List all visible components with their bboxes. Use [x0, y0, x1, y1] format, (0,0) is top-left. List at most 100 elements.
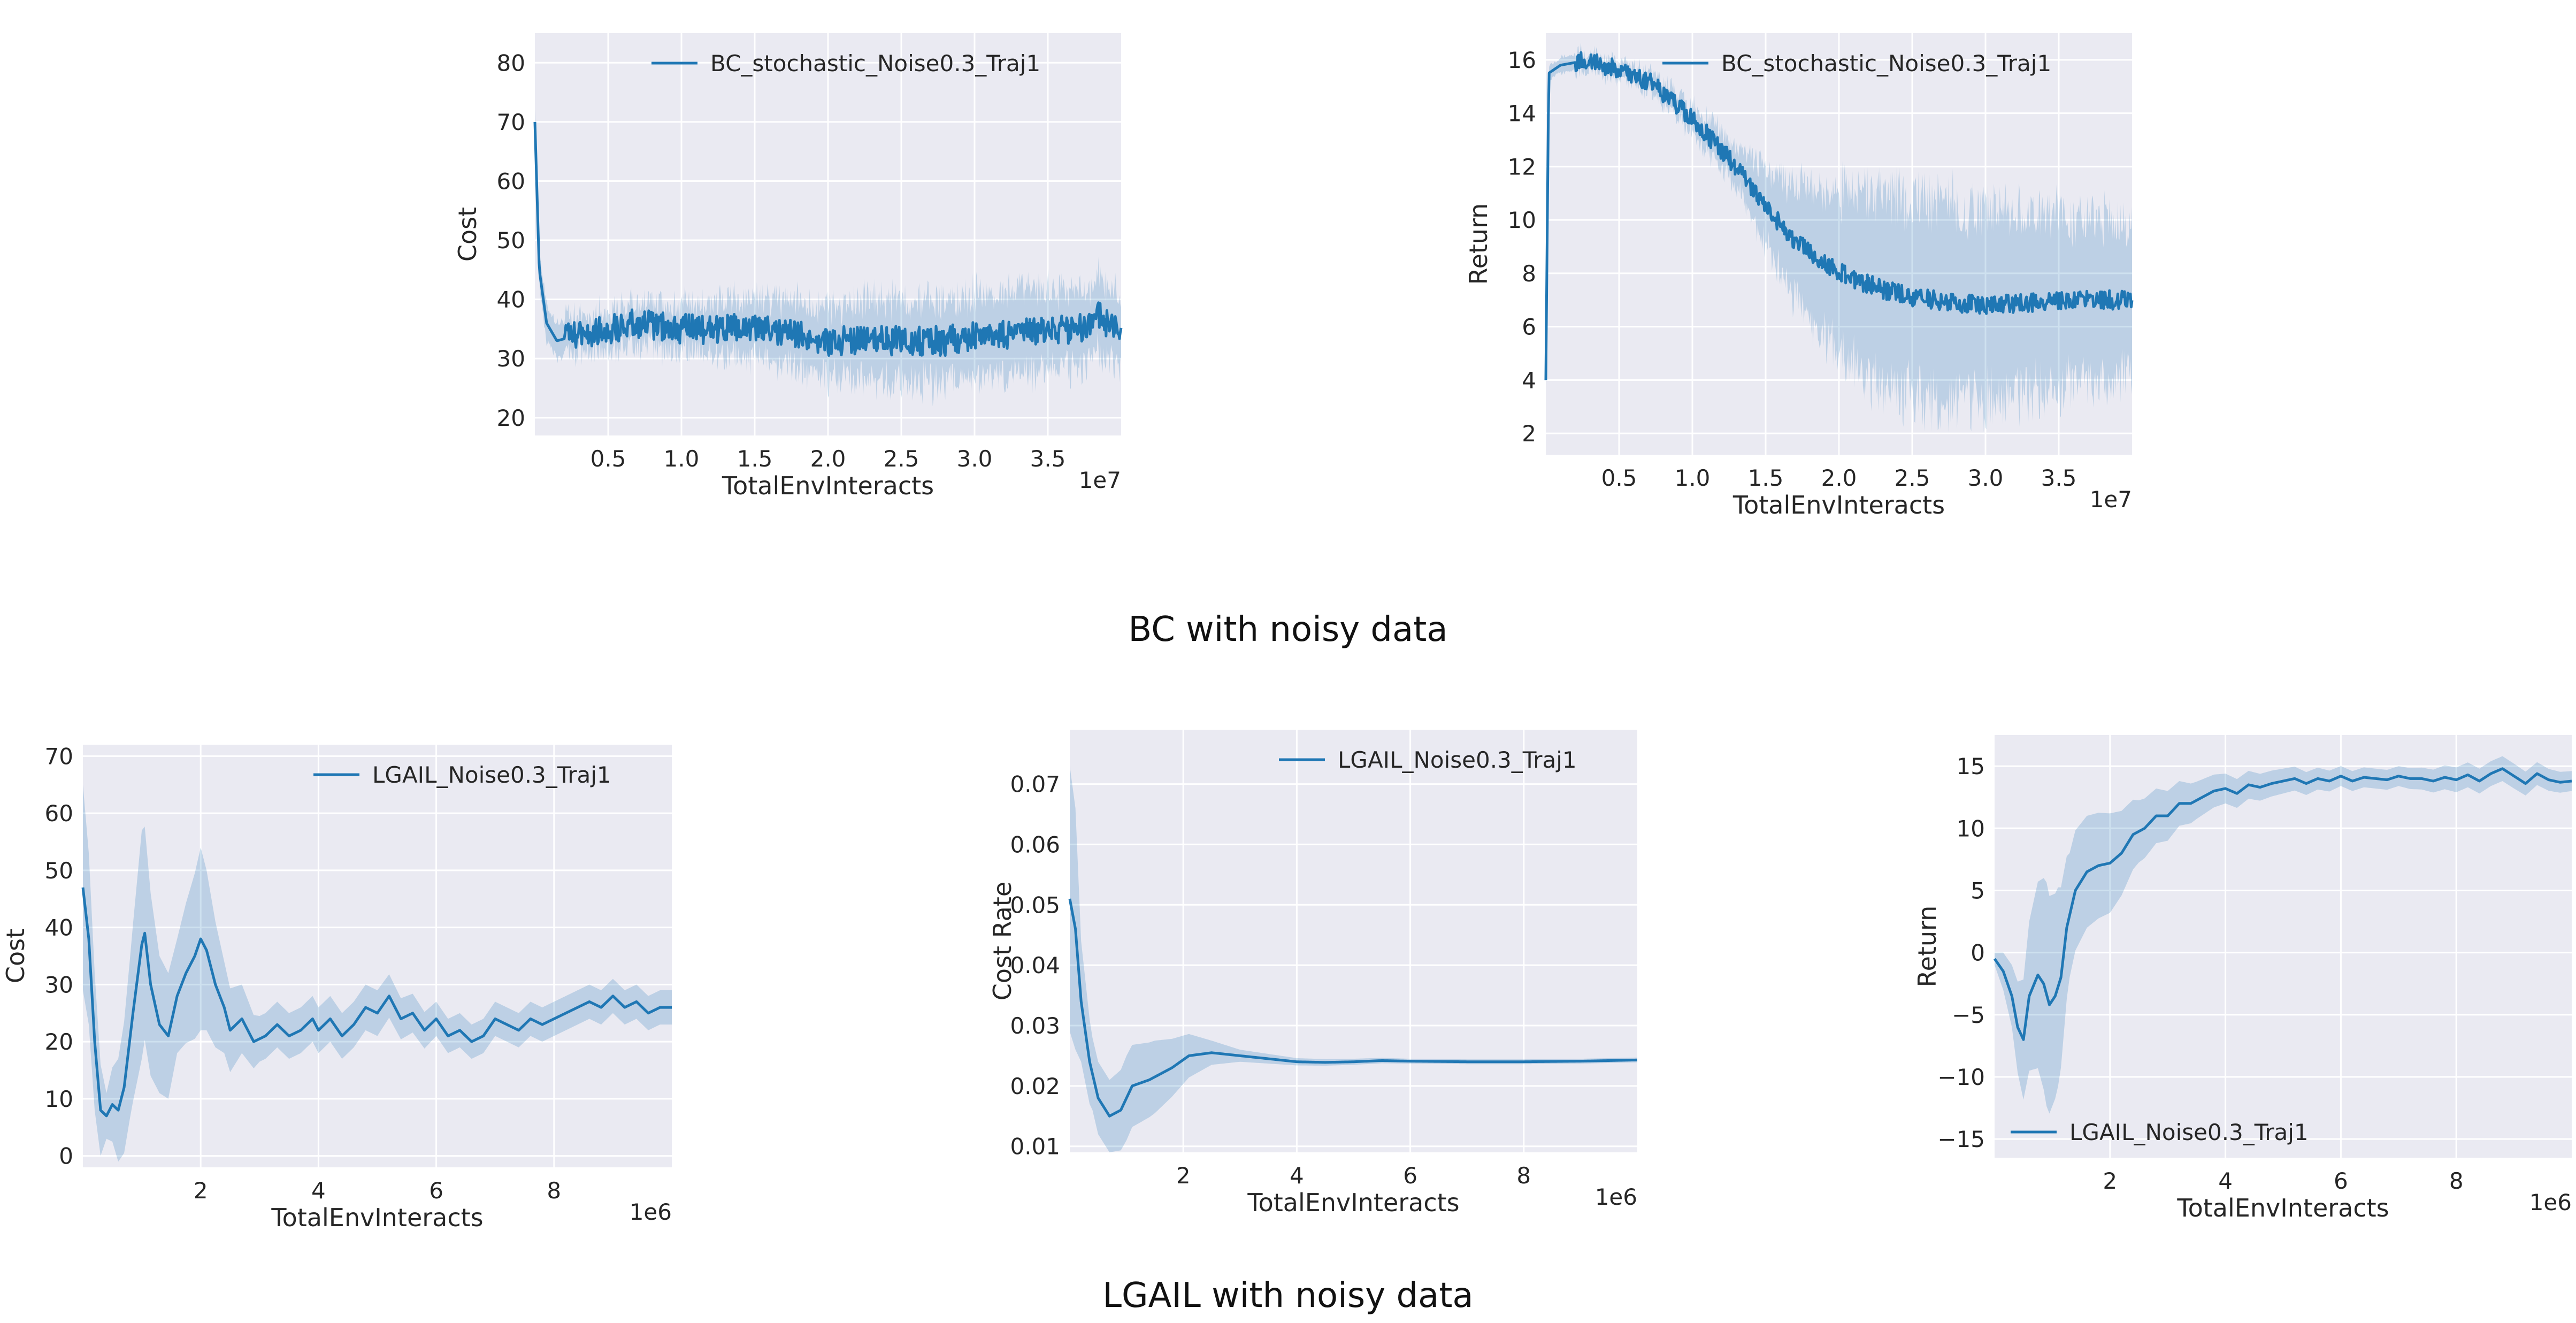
series-line — [1544, 51, 2134, 380]
y-tick-label: 8 — [1522, 261, 1536, 287]
series-line — [1068, 898, 1638, 1118]
x-tick-label: 8 — [547, 1177, 561, 1204]
y-tick-label: 30 — [45, 972, 73, 998]
y-tick-label: 14 — [1508, 101, 1536, 127]
x-tick-label: 0.5 — [1601, 465, 1637, 491]
y-tick-label: 10 — [1508, 207, 1536, 233]
y-tick-label: 0.06 — [1010, 831, 1060, 858]
x-tick-label: 8 — [1516, 1163, 1531, 1189]
x-tick-label: 2 — [194, 1177, 208, 1204]
legend: BC_stochastic_Noise0.3_Traj1 — [651, 50, 1040, 77]
x-tick-label: 2 — [2103, 1168, 2117, 1194]
confidence-band — [1546, 42, 2132, 433]
y-axis-label: Cost — [1, 929, 30, 983]
x-tick-label: 2.0 — [810, 446, 846, 472]
y-tick-label: −10 — [1937, 1064, 1985, 1090]
x-offset-label: 1e6 — [1595, 1184, 1637, 1210]
confidence-band — [1995, 756, 2572, 1114]
x-tick-label: 6 — [2334, 1168, 2348, 1194]
y-tick-label: 2 — [1522, 420, 1536, 447]
x-offset-label: 1e6 — [2529, 1189, 2572, 1215]
confidence-band — [1070, 766, 1637, 1152]
y-axis-label: Cost — [453, 207, 482, 262]
x-tick-label: 4 — [311, 1177, 326, 1204]
y-tick-label: 60 — [45, 800, 73, 827]
confidence-band — [83, 784, 672, 1162]
y-tick-label: 5 — [1971, 877, 1985, 904]
y-tick-label: 16 — [1508, 47, 1536, 73]
legend-label: BC_stochastic_Noise0.3_Traj1 — [710, 50, 1040, 77]
x-tick-label: 4 — [1290, 1163, 1304, 1189]
y-tick-label: 0 — [1971, 940, 1985, 966]
x-tick-label: 2 — [1176, 1163, 1191, 1189]
y-axis-label: Return — [1913, 906, 1942, 988]
x-tick-label: 1.5 — [1748, 465, 1784, 491]
y-tick-label: 20 — [45, 1029, 73, 1055]
x-tick-label: 3.0 — [1968, 465, 2004, 491]
series-line — [81, 887, 672, 1118]
figure-caption-bc: BC with noisy data — [1128, 610, 1448, 649]
series-line — [1993, 767, 2572, 1041]
y-axis-label: Return — [1464, 203, 1493, 285]
chart-panel-2: 0.5 1.0 1.5 2.0 2.5 3.0 3.5 2 4 6 8 10 12 14 16 TotalEn… — [1464, 33, 2134, 519]
x-tick-label: 2.0 — [1821, 465, 1857, 491]
y-tick-label: 70 — [497, 109, 525, 135]
y-tick-label: 6 — [1522, 314, 1536, 340]
y-axis-label: Cost Rate — [988, 882, 1017, 1000]
x-tick-label: 3.5 — [1030, 446, 1066, 472]
legend-label: LGAIL_Noise0.3_Traj1 — [1338, 747, 1577, 773]
chart-panel-4: 2 4 6 8 0.01 0.02 0.03 0.04 0.05 0.06 0.07 TotalEnv… — [988, 730, 1638, 1217]
chart-panel-1: 0.5 1.0 1.5 2.0 2.5 3.0 3.5 20 30 40 50 60 70 80 Total… — [453, 33, 1123, 500]
figure-caption-lgail: LGAIL with noisy data — [1102, 1276, 1474, 1316]
x-tick-label: 1.0 — [1675, 465, 1711, 491]
chart-panel-3: 2 4 6 8 0 10 20 30 40 50 60 70 TotalEnvInteracts Cost… — [1, 743, 672, 1232]
x-tick-label: 3.0 — [957, 446, 993, 472]
legend-label: LGAIL_Noise0.3_Traj1 — [372, 762, 611, 788]
y-tick-label: 10 — [1957, 815, 1985, 842]
x-tick-label: 3.5 — [2041, 465, 2077, 491]
y-tick-label: 0.05 — [1010, 892, 1060, 918]
x-tick-label: 8 — [2449, 1168, 2464, 1194]
x-tick-label: 4 — [2218, 1168, 2233, 1194]
y-tick-label: 0.03 — [1010, 1013, 1060, 1039]
y-tick-label: 0 — [59, 1143, 73, 1169]
y-tick-label: 50 — [45, 858, 73, 884]
y-tick-label: 4 — [1522, 367, 1536, 393]
x-axis-label: TotalEnvInteracts — [1247, 1188, 1459, 1217]
x-tick-label: 1.5 — [737, 446, 773, 472]
y-tick-label: 0.07 — [1010, 771, 1060, 798]
x-axis-label: TotalEnvInteracts — [2176, 1194, 2389, 1222]
legend: LGAIL_Noise0.3_Traj1 — [313, 762, 611, 788]
y-tick-label: 70 — [45, 743, 73, 769]
legend: LGAIL_Noise0.3_Traj1 — [1279, 747, 1577, 773]
y-tick-label: 15 — [1957, 753, 1985, 779]
y-tick-label: 0.01 — [1010, 1134, 1060, 1160]
x-tick-label: 1.0 — [664, 446, 700, 472]
y-tick-label: 0.02 — [1010, 1073, 1060, 1099]
legend-label: LGAIL_Noise0.3_Traj1 — [2069, 1119, 2309, 1145]
y-tick-label: 80 — [497, 50, 525, 76]
legend: LGAIL_Noise0.3_Traj1 — [2011, 1119, 2309, 1145]
x-offset-label: 1e6 — [630, 1199, 672, 1225]
y-tick-label: 12 — [1508, 154, 1536, 180]
x-axis-label: TotalEnvInteracts — [1732, 491, 1945, 519]
plot-area — [1070, 730, 1637, 1152]
y-tick-label: 40 — [497, 287, 525, 313]
y-tick-label: 20 — [497, 405, 525, 431]
y-tick-label: 30 — [497, 346, 525, 372]
legend: BC_stochastic_Noise0.3_Traj1 — [1662, 50, 2051, 77]
legend-label: BC_stochastic_Noise0.3_Traj1 — [1721, 50, 2051, 77]
y-tick-label: 10 — [45, 1086, 73, 1112]
x-offset-label: 1e7 — [2090, 486, 2132, 513]
y-tick-label: 60 — [497, 168, 525, 194]
x-tick-label: 2.5 — [884, 446, 919, 472]
y-tick-label: −15 — [1937, 1126, 1985, 1152]
y-tick-label: 0.04 — [1010, 952, 1060, 978]
x-tick-label: 6 — [1403, 1163, 1417, 1189]
x-tick-label: 0.5 — [591, 446, 626, 472]
plot-area — [1995, 735, 2572, 1158]
x-axis-label: TotalEnvInteracts — [722, 471, 934, 500]
x-axis-label: TotalEnvInteracts — [271, 1203, 483, 1232]
